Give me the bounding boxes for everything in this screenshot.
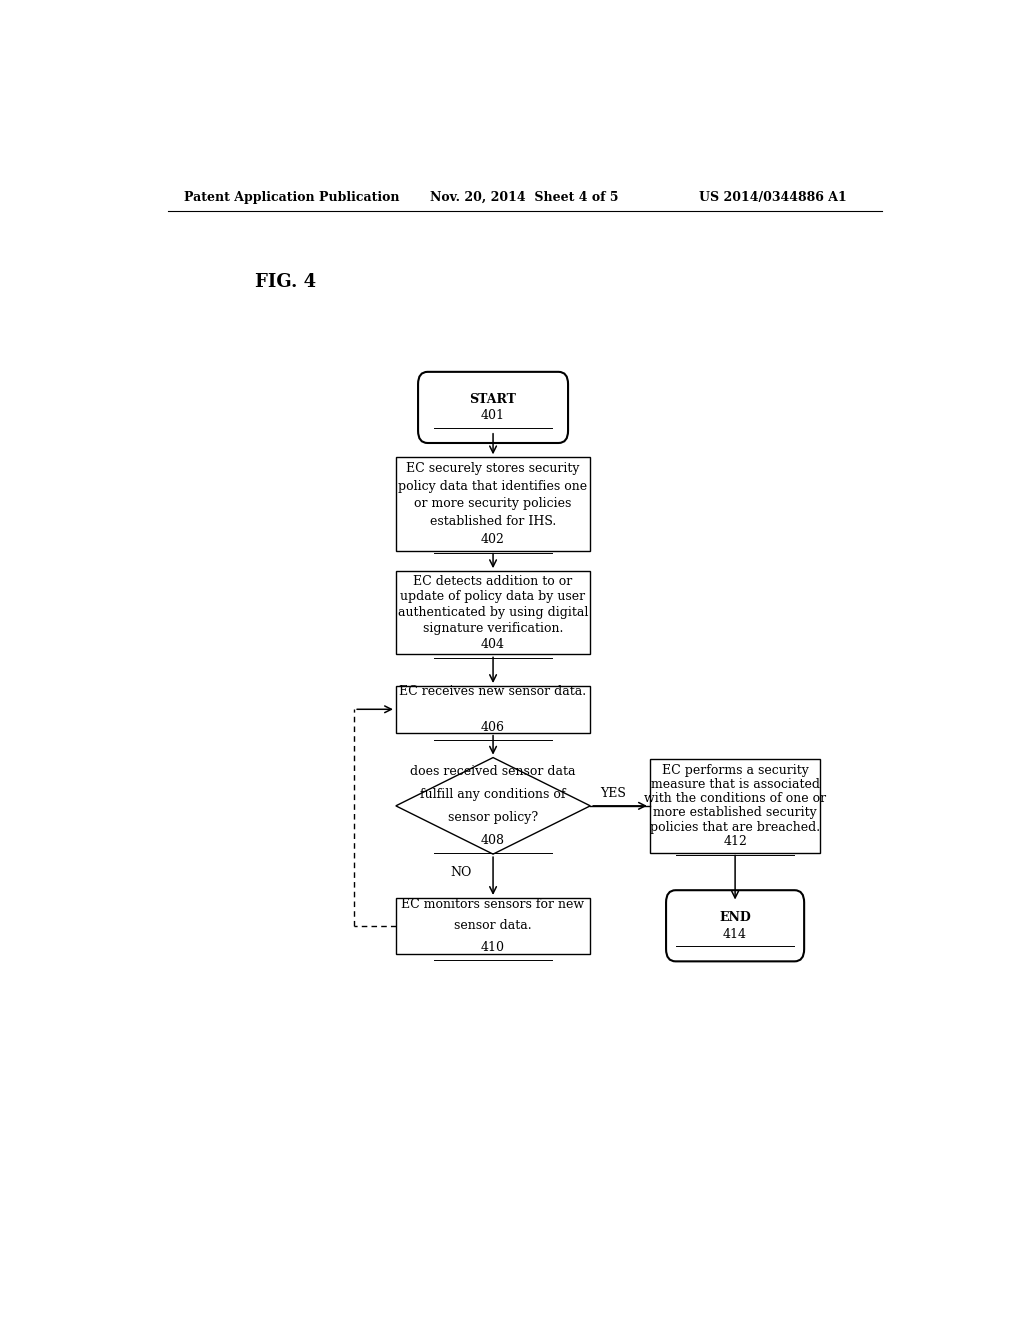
Text: END: END [719,911,751,924]
Text: signature verification.: signature verification. [423,622,563,635]
Text: YES: YES [600,787,626,800]
FancyBboxPatch shape [418,372,568,444]
Text: measure that is associated: measure that is associated [650,777,819,791]
Text: EC performs a security: EC performs a security [662,764,809,776]
Text: US 2014/0344886 A1: US 2014/0344886 A1 [699,190,847,203]
Text: 408: 408 [481,834,505,847]
Text: sensor policy?: sensor policy? [447,810,539,824]
Text: 414: 414 [723,928,748,941]
Bar [396,572,590,655]
Text: established for IHS.: established for IHS. [430,515,556,528]
Text: update of policy data by user: update of policy data by user [400,590,586,603]
Text: fulfill any conditions of: fulfill any conditions of [420,788,566,801]
Text: 402: 402 [481,533,505,546]
Text: policies that are breached.: policies that are breached. [650,821,820,834]
FancyBboxPatch shape [666,890,804,961]
Text: EC monitors sensors for new: EC monitors sensors for new [401,898,585,911]
Text: sensor data.: sensor data. [455,919,531,932]
Bar [650,759,820,853]
Text: with the conditions of one or: with the conditions of one or [644,792,826,805]
Text: EC securely stores security: EC securely stores security [407,462,580,475]
Text: does received sensor data: does received sensor data [411,764,575,777]
Bar [396,686,590,733]
Text: 401: 401 [481,409,505,422]
Text: authenticated by using digital: authenticated by using digital [398,606,588,619]
Text: FIG. 4: FIG. 4 [255,273,316,292]
Bar [396,457,590,550]
Text: 410: 410 [481,941,505,953]
Text: NO: NO [451,866,472,879]
Text: or more security policies: or more security policies [415,498,571,511]
Polygon shape [396,758,590,854]
Text: 406: 406 [481,721,505,734]
Text: Nov. 20, 2014  Sheet 4 of 5: Nov. 20, 2014 Sheet 4 of 5 [430,190,618,203]
Text: EC receives new sensor data.: EC receives new sensor data. [399,685,587,698]
Text: 412: 412 [723,834,748,847]
Bar [396,898,590,954]
Text: more established security: more established security [653,807,817,820]
Text: START: START [470,392,516,405]
Text: Patent Application Publication: Patent Application Publication [183,190,399,203]
Text: 404: 404 [481,638,505,651]
Text: policy data that identifies one: policy data that identifies one [398,479,588,492]
Text: EC detects addition to or: EC detects addition to or [414,574,572,587]
